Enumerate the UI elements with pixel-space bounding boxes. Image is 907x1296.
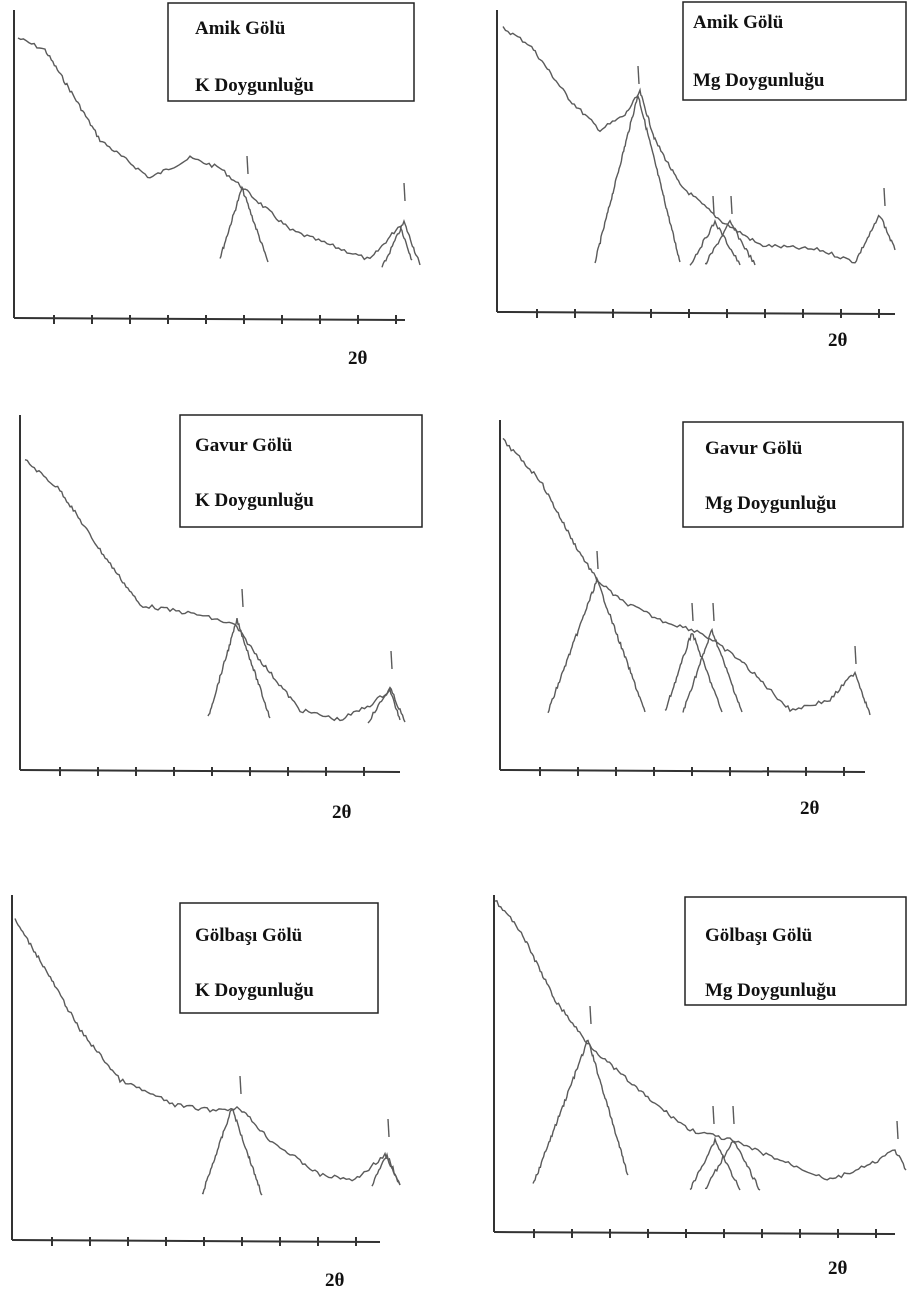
peak-marker: [246, 155, 249, 175]
x-axis: [499, 769, 866, 773]
peak-fit: [381, 218, 421, 268]
panel-title: Gavur Gölü: [705, 438, 803, 459]
x-axis: [496, 311, 896, 315]
legend-box: [167, 2, 415, 102]
x-axis-label: 2θ: [348, 348, 368, 369]
diffractogram-curve: [494, 900, 907, 1181]
peak-fit: [689, 1136, 741, 1191]
peak-marker: [387, 1118, 390, 1138]
panel-subtitle: K Doygunluğu: [195, 490, 314, 511]
peak-fit: [704, 219, 756, 266]
peak-marker: [712, 195, 715, 215]
legend-box: [684, 896, 907, 1006]
peak-fit: [532, 1039, 629, 1184]
peak-marker: [730, 195, 733, 215]
panel-subtitle: K Doygunluğu: [195, 980, 314, 1001]
peak-marker: [712, 1105, 715, 1125]
peak-marker: [854, 645, 857, 665]
peak-marker: [896, 1120, 899, 1140]
x-axis-label: 2θ: [828, 330, 848, 351]
panel-title: Amik Gölü: [693, 12, 784, 33]
peak-fit: [594, 94, 681, 264]
legend-box: [179, 902, 379, 1014]
panel-subtitle: Mg Doygunluğu: [693, 70, 825, 91]
peak-fit: [547, 576, 646, 714]
diffractogram-curve: [17, 37, 413, 261]
panel-subtitle: K Doygunluğu: [195, 75, 314, 96]
peak-fit: [201, 1108, 263, 1196]
peak-marker: [589, 1005, 592, 1025]
x-axis-label: 2θ: [800, 798, 820, 819]
peak-marker: [241, 588, 244, 608]
peak-marker: [637, 65, 640, 85]
x-axis: [13, 317, 406, 321]
x-axis: [11, 1239, 381, 1243]
peak-fit: [219, 185, 269, 263]
peak-fit: [664, 632, 723, 713]
panel-title: Gölbaşı Gölü: [195, 925, 303, 946]
peak-marker: [732, 1105, 735, 1125]
legend-box: [682, 1, 907, 101]
peak-marker: [403, 182, 406, 202]
legend-box: [179, 414, 423, 528]
x-axis-label: 2θ: [325, 1270, 345, 1291]
peak-marker: [596, 550, 599, 570]
x-axis: [19, 769, 401, 773]
peak-marker: [712, 602, 715, 622]
legend-box: [682, 421, 904, 528]
x-axis-label: 2θ: [828, 1258, 848, 1279]
peak-fit: [704, 1140, 761, 1191]
diffractogram-curve: [24, 459, 401, 722]
peak-fit: [371, 1152, 401, 1187]
peak-fit: [689, 218, 741, 266]
panel-subtitle: Mg Doygunluğu: [705, 980, 837, 1001]
peak-fit: [367, 686, 406, 724]
diffractogram-curve: [502, 26, 896, 264]
peak-marker: [691, 602, 694, 622]
panel-subtitle: Mg Doygunluğu: [705, 493, 837, 514]
x-axis: [493, 1231, 896, 1235]
peak-marker: [239, 1075, 242, 1095]
x-axis-label: 2θ: [332, 802, 352, 823]
peak-marker: [390, 650, 393, 670]
peak-fit: [682, 627, 743, 713]
peak-fit: [207, 617, 271, 719]
diffractogram-curve: [502, 437, 871, 716]
panel-title: Gölbaşı Gölü: [705, 925, 813, 946]
diffractogram-curve: [14, 918, 401, 1186]
peak-marker: [883, 187, 886, 207]
panel-title: Amik Gölü: [195, 18, 286, 39]
panel-title: Gavur Gölü: [195, 435, 293, 456]
